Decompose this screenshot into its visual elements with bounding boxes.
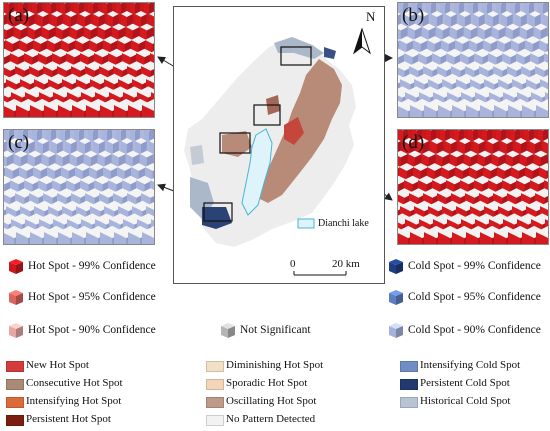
lake-legend-swatch <box>297 218 315 229</box>
swatch-sporadic-hot-spot <box>206 379 224 390</box>
swatch-persistent-cold-spot <box>400 379 418 390</box>
scale-end-label: 20 km <box>332 258 360 270</box>
inset-a: (a) <box>3 2 155 118</box>
cube-not-significant-icon <box>221 323 235 338</box>
main-map-frame: N Dianchi lake 0 20 km <box>173 6 385 284</box>
inset-d: (d) <box>397 129 549 245</box>
main-map <box>184 27 371 276</box>
swatch-intensifying-cold-spot <box>400 361 418 372</box>
dianchi-lake <box>241 128 273 216</box>
swatch-persistent-hot-spot <box>6 415 24 426</box>
cube-hot-90-icon <box>9 323 23 338</box>
box-c <box>219 132 251 154</box>
inset-c: (c) <box>3 129 155 245</box>
cube-hot-95-icon <box>9 290 23 305</box>
box-a <box>253 104 281 126</box>
inset-b-label: (b) <box>402 5 425 26</box>
inset-a-cubes <box>4 3 154 117</box>
box-d <box>203 202 233 222</box>
swatch-consecutive-hot-spot <box>6 379 24 390</box>
inset-d-cubes <box>398 130 548 244</box>
inset-a-label: (a) <box>8 5 30 26</box>
cube-cold-90-icon <box>389 323 403 338</box>
scale-zero-label: 0 <box>290 258 296 270</box>
inset-b-cubes <box>398 3 548 117</box>
lake-label: Dianchi lake <box>318 218 369 229</box>
swatch-historical-cold-spot <box>400 397 418 408</box>
cube-hot-99-icon <box>9 259 23 274</box>
north-label: N <box>366 9 376 24</box>
inset-d-label: (d) <box>402 132 425 153</box>
inset-c-label: (c) <box>8 132 30 153</box>
swatch-new-hot-spot <box>6 361 24 372</box>
inset-b: (b) <box>397 2 549 118</box>
swatch-intensifying-hot-spot <box>6 397 24 408</box>
inset-c-cubes <box>4 130 154 244</box>
swatch-no-pattern <box>206 415 224 426</box>
cube-cold-95-icon <box>389 290 403 305</box>
swatch-oscillating-hot-spot <box>206 397 224 408</box>
cube-cold-99-icon <box>389 259 403 274</box>
swatch-diminishing-hot-spot <box>206 361 224 372</box>
box-b <box>280 46 312 66</box>
cold-spot-southwest <box>202 207 232 229</box>
